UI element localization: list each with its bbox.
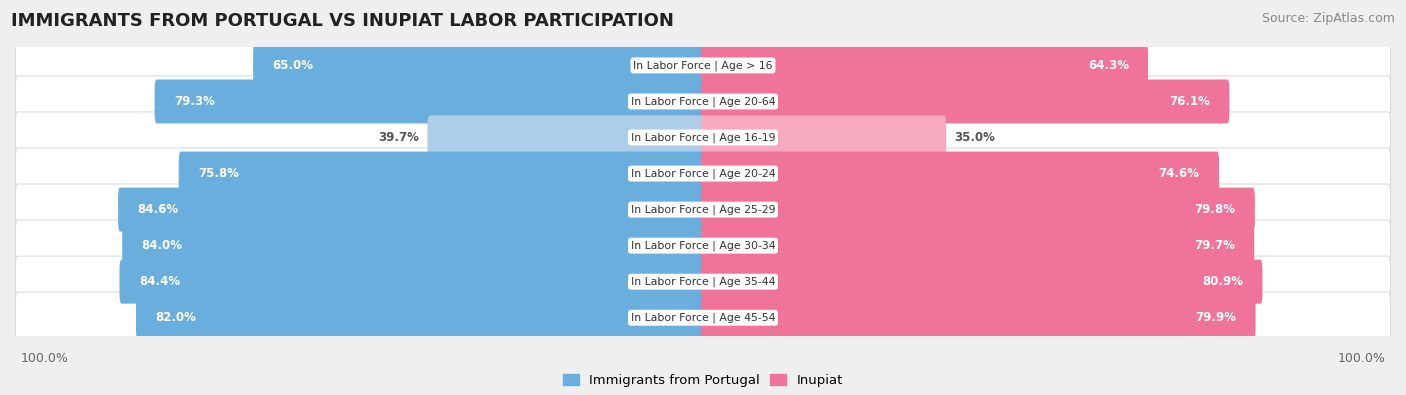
Text: 64.3%: 64.3% [1088, 59, 1129, 72]
FancyBboxPatch shape [15, 112, 1391, 163]
FancyBboxPatch shape [155, 79, 704, 124]
FancyBboxPatch shape [15, 148, 1391, 199]
FancyBboxPatch shape [15, 292, 1391, 343]
FancyBboxPatch shape [702, 260, 1263, 304]
Text: Source: ZipAtlas.com: Source: ZipAtlas.com [1261, 12, 1395, 25]
Text: 100.0%: 100.0% [21, 352, 69, 365]
Text: 84.6%: 84.6% [138, 203, 179, 216]
Text: 79.8%: 79.8% [1195, 203, 1236, 216]
FancyBboxPatch shape [702, 115, 946, 160]
FancyBboxPatch shape [15, 220, 1391, 271]
FancyBboxPatch shape [15, 256, 1391, 307]
Text: 82.0%: 82.0% [155, 311, 197, 324]
FancyBboxPatch shape [702, 296, 1256, 340]
FancyBboxPatch shape [15, 184, 1391, 235]
Text: 76.1%: 76.1% [1170, 95, 1211, 108]
Text: 84.0%: 84.0% [142, 239, 183, 252]
FancyBboxPatch shape [702, 224, 1254, 268]
FancyBboxPatch shape [702, 188, 1254, 231]
Text: 35.0%: 35.0% [955, 131, 995, 144]
FancyBboxPatch shape [118, 188, 704, 231]
FancyBboxPatch shape [120, 260, 704, 304]
Text: IMMIGRANTS FROM PORTUGAL VS INUPIAT LABOR PARTICIPATION: IMMIGRANTS FROM PORTUGAL VS INUPIAT LABO… [11, 12, 673, 30]
FancyBboxPatch shape [253, 43, 704, 87]
FancyBboxPatch shape [122, 224, 704, 268]
FancyBboxPatch shape [702, 152, 1219, 196]
Text: 74.6%: 74.6% [1159, 167, 1199, 180]
Text: 84.4%: 84.4% [139, 275, 180, 288]
Text: 65.0%: 65.0% [273, 59, 314, 72]
Text: 79.9%: 79.9% [1195, 311, 1236, 324]
Text: In Labor Force | Age 45-54: In Labor Force | Age 45-54 [631, 312, 775, 323]
FancyBboxPatch shape [702, 43, 1149, 87]
Text: 80.9%: 80.9% [1202, 275, 1243, 288]
Legend: Immigrants from Portugal, Inupiat: Immigrants from Portugal, Inupiat [558, 369, 848, 393]
Text: 75.8%: 75.8% [198, 167, 239, 180]
Text: In Labor Force | Age > 16: In Labor Force | Age > 16 [633, 60, 773, 71]
FancyBboxPatch shape [427, 115, 704, 160]
Text: 79.3%: 79.3% [174, 95, 215, 108]
Text: In Labor Force | Age 20-24: In Labor Force | Age 20-24 [631, 168, 775, 179]
Text: In Labor Force | Age 25-29: In Labor Force | Age 25-29 [631, 204, 775, 215]
FancyBboxPatch shape [136, 296, 704, 340]
FancyBboxPatch shape [15, 76, 1391, 127]
Text: In Labor Force | Age 16-19: In Labor Force | Age 16-19 [631, 132, 775, 143]
FancyBboxPatch shape [15, 40, 1391, 91]
Text: 39.7%: 39.7% [378, 131, 419, 144]
Text: 100.0%: 100.0% [1337, 352, 1385, 365]
Text: In Labor Force | Age 30-34: In Labor Force | Age 30-34 [631, 241, 775, 251]
Text: In Labor Force | Age 35-44: In Labor Force | Age 35-44 [631, 276, 775, 287]
Text: In Labor Force | Age 20-64: In Labor Force | Age 20-64 [631, 96, 775, 107]
Text: 79.7%: 79.7% [1194, 239, 1234, 252]
FancyBboxPatch shape [702, 79, 1229, 124]
FancyBboxPatch shape [179, 152, 704, 196]
